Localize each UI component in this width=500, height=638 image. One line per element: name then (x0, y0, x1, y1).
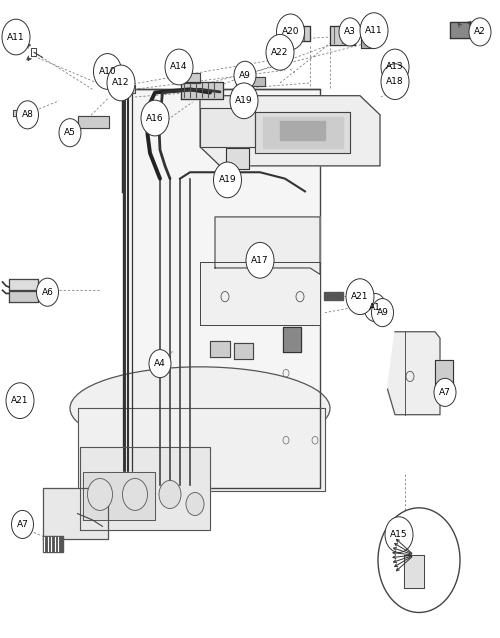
Polygon shape (435, 360, 452, 386)
Polygon shape (268, 51, 290, 61)
Text: A20: A20 (282, 27, 299, 36)
Circle shape (469, 18, 491, 46)
Polygon shape (255, 112, 350, 153)
Polygon shape (226, 148, 249, 169)
Text: A11: A11 (365, 26, 383, 35)
Circle shape (234, 61, 256, 89)
Text: A16: A16 (146, 114, 164, 122)
Circle shape (230, 83, 258, 119)
Circle shape (381, 49, 409, 85)
Polygon shape (12, 397, 29, 403)
Circle shape (141, 100, 169, 136)
Circle shape (88, 478, 112, 510)
Text: A8: A8 (22, 110, 34, 119)
Circle shape (165, 49, 193, 85)
Polygon shape (175, 73, 200, 83)
Text: A15: A15 (390, 530, 408, 539)
Polygon shape (82, 472, 155, 520)
Circle shape (6, 383, 34, 419)
Polygon shape (234, 343, 252, 359)
Circle shape (16, 101, 38, 129)
Text: A9: A9 (376, 308, 388, 317)
Text: A11: A11 (7, 33, 25, 41)
Polygon shape (280, 121, 325, 140)
Polygon shape (282, 327, 301, 352)
Circle shape (372, 299, 394, 327)
Text: A7: A7 (16, 520, 28, 529)
Circle shape (364, 293, 386, 322)
Polygon shape (42, 488, 108, 539)
Text: A3: A3 (344, 27, 356, 36)
Circle shape (12, 510, 34, 538)
Circle shape (339, 18, 361, 46)
Text: A13: A13 (386, 63, 404, 71)
Circle shape (122, 478, 148, 510)
Text: A10: A10 (98, 67, 116, 76)
Text: A18: A18 (386, 77, 404, 86)
Text: A19: A19 (235, 96, 253, 105)
Circle shape (36, 278, 59, 306)
Polygon shape (361, 35, 374, 48)
Circle shape (159, 480, 181, 508)
Text: A14: A14 (170, 63, 188, 71)
Circle shape (434, 378, 456, 406)
Polygon shape (42, 536, 62, 552)
Text: A1: A1 (369, 303, 381, 312)
Polygon shape (12, 110, 28, 116)
Polygon shape (9, 291, 38, 302)
Polygon shape (210, 341, 230, 357)
Text: A2: A2 (474, 27, 486, 36)
Polygon shape (450, 22, 470, 38)
Text: A22: A22 (272, 48, 288, 57)
Circle shape (59, 119, 81, 147)
Circle shape (107, 65, 135, 101)
Polygon shape (78, 116, 109, 128)
Polygon shape (181, 82, 222, 99)
Circle shape (186, 493, 204, 516)
Circle shape (94, 54, 122, 89)
Text: A6: A6 (42, 288, 54, 297)
Polygon shape (285, 26, 310, 41)
Circle shape (378, 508, 460, 612)
Circle shape (106, 71, 116, 84)
Polygon shape (388, 332, 440, 415)
Text: A4: A4 (154, 359, 166, 368)
Text: A9: A9 (239, 71, 251, 80)
Circle shape (2, 19, 30, 55)
Circle shape (276, 14, 304, 50)
Polygon shape (404, 555, 424, 588)
Circle shape (381, 64, 409, 100)
Circle shape (266, 34, 294, 70)
Polygon shape (122, 89, 320, 488)
Circle shape (149, 350, 171, 378)
Polygon shape (9, 279, 38, 290)
Text: A19: A19 (218, 175, 236, 184)
Polygon shape (262, 117, 342, 148)
Circle shape (385, 517, 413, 553)
Polygon shape (200, 262, 320, 325)
Text: A5: A5 (64, 128, 76, 137)
Text: A21: A21 (351, 292, 369, 301)
Polygon shape (78, 408, 325, 491)
Polygon shape (236, 77, 265, 86)
Ellipse shape (70, 367, 330, 450)
Polygon shape (200, 96, 380, 166)
Polygon shape (330, 26, 355, 45)
Circle shape (246, 242, 274, 278)
Circle shape (360, 13, 388, 48)
Text: A21: A21 (11, 396, 29, 405)
Circle shape (214, 162, 242, 198)
Polygon shape (80, 447, 210, 530)
Polygon shape (200, 108, 255, 147)
Polygon shape (324, 292, 342, 300)
Text: A7: A7 (439, 388, 451, 397)
Polygon shape (119, 85, 135, 93)
Text: A12: A12 (112, 78, 130, 87)
Text: A17: A17 (251, 256, 269, 265)
Circle shape (346, 279, 374, 315)
Polygon shape (215, 217, 320, 274)
